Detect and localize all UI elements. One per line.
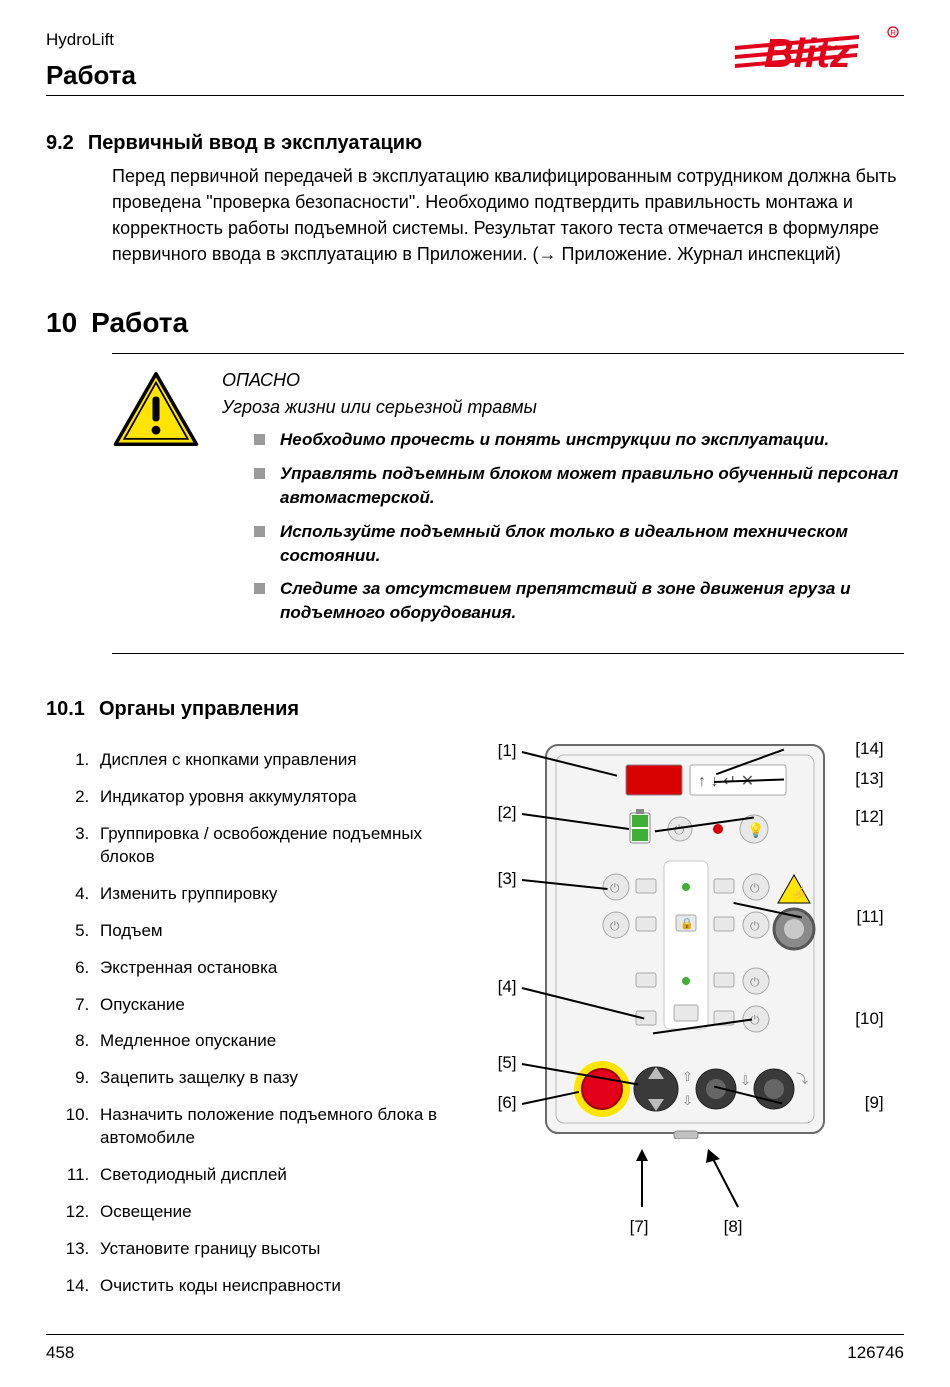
- list-item: Опускание: [94, 994, 449, 1017]
- callout: [8]: [724, 1217, 743, 1237]
- svg-text:⏻: ⏻: [610, 881, 620, 895]
- page-footer: 458 126746: [46, 1334, 904, 1363]
- callout: [12]: [855, 807, 883, 827]
- svg-text:⇧: ⇧: [682, 1069, 693, 1084]
- callout: [10]: [855, 1009, 883, 1029]
- callout: [1]: [498, 741, 517, 761]
- danger-label: ОПАСНО: [222, 370, 904, 391]
- list-item: Освещение: [94, 1201, 449, 1224]
- danger-item: Управлять подъемным блоком может правиль…: [254, 462, 904, 510]
- callout: [2]: [498, 803, 517, 823]
- arrow-up-icon: [698, 1149, 768, 1209]
- callout: [6]: [498, 1093, 517, 1113]
- subsection-number: 10.1: [46, 698, 85, 721]
- list-item: Светодиодный дисплей: [94, 1164, 449, 1187]
- chapter-title: Работа: [91, 307, 188, 339]
- list-item: Установите границу высоты: [94, 1238, 449, 1261]
- danger-item: Следите за отсутствием препятствий в зон…: [254, 577, 904, 625]
- svg-text:⏻: ⏻: [610, 919, 620, 933]
- product-name: HydroLift: [46, 30, 136, 50]
- chapter-number: 10: [46, 307, 77, 339]
- warning-triangle-icon: [112, 370, 200, 448]
- callout: [9]: [865, 1093, 884, 1113]
- svg-text:⚡: ⚡: [790, 886, 807, 903]
- list-item: Зацепить защелку в пазу: [94, 1067, 449, 1090]
- danger-item: Используйте подъемный блок только в идеа…: [254, 520, 904, 568]
- section-heading: Первичный ввод в эксплуатацию: [88, 132, 422, 155]
- callout: [5]: [498, 1053, 517, 1073]
- list-item: Назначить положение подъемного блока в а…: [94, 1104, 449, 1150]
- list-item: Очистить коды неисправности: [94, 1275, 449, 1298]
- svg-text:⏻: ⏻: [750, 919, 760, 933]
- danger-list: Необходимо прочесть и понять инструкции …: [254, 428, 904, 625]
- svg-text:⇩: ⇩: [682, 1093, 693, 1108]
- doc-number: 126746: [847, 1343, 904, 1363]
- brand-logo: Blitz R: [734, 24, 904, 85]
- page-header: HydroLift Работа Blitz R: [46, 30, 904, 96]
- list-item: Экстренная остановка: [94, 957, 449, 980]
- section-number: 9.2: [46, 132, 74, 155]
- svg-text:⇩: ⇩: [740, 1073, 751, 1088]
- callout: [7]: [630, 1217, 649, 1237]
- svg-text:💡: 💡: [747, 822, 764, 839]
- svg-text:🔒: 🔒: [680, 917, 694, 930]
- callout: [13]: [855, 769, 883, 789]
- list-item: Группировка / освобождение подъемных бло…: [94, 823, 449, 869]
- svg-text:⏻: ⏻: [750, 975, 760, 989]
- list-item: Медленное опускание: [94, 1030, 449, 1053]
- svg-text:R: R: [891, 28, 897, 37]
- svg-text:Blitz: Blitz: [764, 30, 851, 76]
- arrow-up-icon: [612, 1149, 672, 1209]
- danger-subtitle: Угроза жизни или серьезной травмы: [222, 397, 904, 418]
- controls-list: Дисплея с кнопками управления Индикатор …: [94, 749, 449, 1298]
- danger-block: ОПАСНО Угроза жизни или серьезной травмы…: [112, 353, 904, 654]
- callout: [11]: [857, 907, 884, 927]
- list-item: Изменить группировку: [94, 883, 449, 906]
- section-title: Работа: [46, 60, 136, 91]
- callout: [4]: [498, 977, 517, 997]
- list-item: Индикатор уровня аккумулятора: [94, 786, 449, 809]
- section-body: Перед первичной передачей в эксплуатацию…: [112, 163, 904, 267]
- subsection-heading: Органы управления: [99, 698, 299, 721]
- callout: [14]: [855, 739, 883, 759]
- control-panel-figure: ↑ ↓ ↵ ✕ ⏻ 💡: [492, 739, 872, 1239]
- list-item: Дисплея с кнопками управления: [94, 749, 449, 772]
- svg-text:⏻: ⏻: [750, 881, 760, 895]
- callout: [3]: [498, 869, 517, 889]
- list-item: Подъем: [94, 920, 449, 943]
- svg-text:⤵: ⤵: [796, 1072, 808, 1086]
- page-number: 458: [46, 1343, 74, 1363]
- danger-item: Необходимо прочесть и понять инструкции …: [254, 428, 904, 452]
